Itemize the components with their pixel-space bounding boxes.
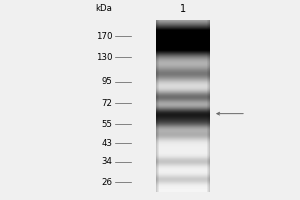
Text: 170: 170 xyxy=(96,32,112,41)
Text: 1: 1 xyxy=(180,4,186,14)
Text: 26: 26 xyxy=(101,178,112,187)
Text: kDa: kDa xyxy=(95,4,112,13)
Text: 34: 34 xyxy=(101,157,112,166)
Text: 130: 130 xyxy=(96,53,112,62)
Text: 95: 95 xyxy=(101,77,112,86)
Text: 43: 43 xyxy=(101,139,112,148)
Text: 55: 55 xyxy=(101,120,112,129)
Text: 72: 72 xyxy=(101,99,112,108)
